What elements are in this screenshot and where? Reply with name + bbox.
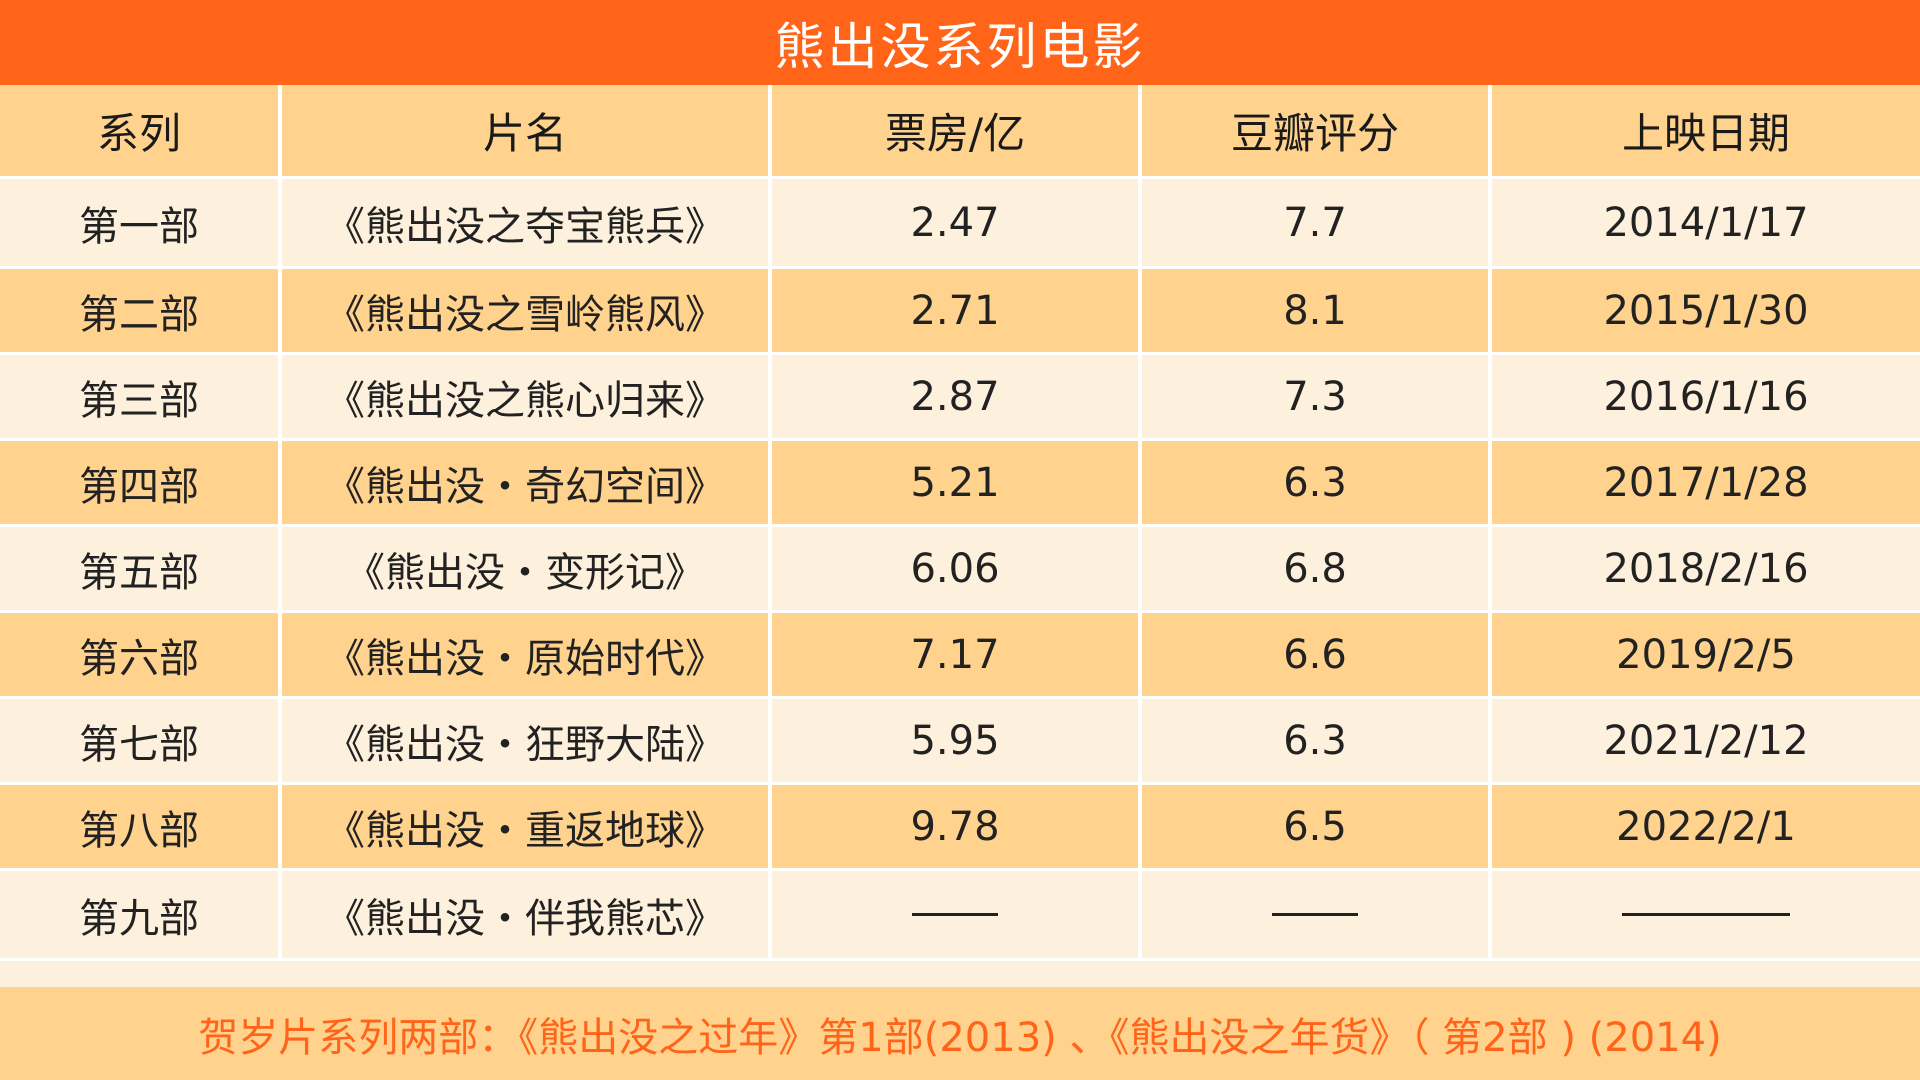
cell-series: 第一部 xyxy=(0,179,282,266)
cell-douban: 7.7 xyxy=(1142,179,1492,266)
table-row: 第九部 《熊出没・伴我熊芯》 xyxy=(0,871,1920,961)
cell-name: 《熊出没・伴我熊芯》 xyxy=(282,871,772,958)
cell-name: 《熊出没之雪岭熊风》 xyxy=(282,269,772,352)
data-table: 系列 片名 票房/亿 豆瓣评分 上映日期 第一部 《熊出没之夺宝熊兵》 2.47 7.… xyxy=(0,85,1920,961)
cell-date: 2021/2/12 xyxy=(1603,717,1809,764)
cell-series: 第六部 xyxy=(0,613,282,696)
table-row: 第一部 《熊出没之夺宝熊兵》 2.47 7.7 2014/1/17 xyxy=(0,179,1920,269)
cell-name: 《熊出没・原始时代》 xyxy=(282,613,772,696)
table-row: 第三部 《熊出没之熊心归来》 2.87 7.3 2016/1/16 xyxy=(0,355,1920,441)
table-body: 第一部 《熊出没之夺宝熊兵》 2.47 7.7 2014/1/17 第二部 《熊出没之雪岭熊… xyxy=(0,179,1920,961)
table-title: 熊出没系列电影 xyxy=(0,0,1920,85)
cell-name: 《熊出没・变形记》 xyxy=(282,527,772,610)
cell-box-office: 5.21 xyxy=(772,441,1142,524)
table-row: 第四部 《熊出没・奇幻空间》 5.21 6.3 2017/1/28 xyxy=(0,441,1920,527)
table-header-row: 系列 片名 票房/亿 豆瓣评分 上映日期 xyxy=(0,85,1920,179)
cell-douban: 6.6 xyxy=(1142,613,1492,696)
cell-name: 《熊出没之夺宝熊兵》 xyxy=(282,179,772,266)
table-row: 第八部 《熊出没・重返地球》 9.78 6.5 2022/2/1 xyxy=(0,785,1920,871)
cell-series: 第七部 xyxy=(0,699,282,782)
cell-douban: 7.3 xyxy=(1142,355,1492,438)
cell-date: 2022/2/1 xyxy=(1616,803,1796,850)
cell-series: 第八部 xyxy=(0,785,282,868)
cell-name: 《熊出没・重返地球》 xyxy=(282,785,772,868)
empty-dash xyxy=(1622,913,1790,916)
table-row: 第五部 《熊出没・变形记》 6.06 6.8 2018/2/16 xyxy=(0,527,1920,613)
cell-douban: 6.8 xyxy=(1142,527,1492,610)
cell-date xyxy=(1492,871,1920,958)
cell-series: 第五部 xyxy=(0,527,282,610)
cell-date: 2016/1/16 xyxy=(1603,373,1809,420)
table-row: 第二部 《熊出没之雪岭熊风》 2.71 8.1 2015/1/30 xyxy=(0,269,1920,355)
cell-name: 《熊出没・奇幻空间》 xyxy=(282,441,772,524)
cell-box-office: 9.78 xyxy=(772,785,1142,868)
cell-date: 2015/1/30 xyxy=(1603,287,1809,334)
cell-box-office: 2.71 xyxy=(772,269,1142,352)
cell-series: 第九部 xyxy=(0,871,282,958)
footnote: 贺岁片系列两部：《熊出没之过年》第1部(2013) 、《熊出没之年货》（ 第2部… xyxy=(0,987,1920,1080)
empty-dash xyxy=(1272,913,1358,916)
header-box-office: 票房/亿 xyxy=(772,85,1142,176)
cell-box-office: 2.87 xyxy=(772,355,1142,438)
cell-series: 第四部 xyxy=(0,441,282,524)
cell-date: 2018/2/16 xyxy=(1603,545,1809,592)
cell-douban xyxy=(1142,871,1492,958)
cell-name: 《熊出没・狂野大陆》 xyxy=(282,699,772,782)
cell-douban: 6.3 xyxy=(1142,441,1492,524)
empty-dash xyxy=(912,913,998,916)
cell-box-office xyxy=(772,871,1142,958)
cell-date: 2019/2/5 xyxy=(1616,631,1796,678)
cell-series: 第二部 xyxy=(0,269,282,352)
cell-douban: 6.3 xyxy=(1142,699,1492,782)
cell-date: 2017/1/28 xyxy=(1603,459,1809,506)
cell-box-office: 5.95 xyxy=(772,699,1142,782)
header-series: 系列 xyxy=(0,85,282,176)
header-date: 上映日期 xyxy=(1621,109,1790,158)
header-name: 片名 xyxy=(282,85,772,176)
table-row: 第六部 《熊出没・原始时代》 7.17 6.6 2019/2/5 xyxy=(0,613,1920,699)
cell-name: 《熊出没之熊心归来》 xyxy=(282,355,772,438)
cell-box-office: 7.17 xyxy=(772,613,1142,696)
cell-box-office: 6.06 xyxy=(772,527,1142,610)
table-row: 第七部 《熊出没・狂野大陆》 5.95 6.3 2021/2/12 xyxy=(0,699,1920,785)
cell-date: 2014/1/17 xyxy=(1603,199,1809,246)
cell-box-office: 2.47 xyxy=(772,179,1142,266)
cell-douban: 8.1 xyxy=(1142,269,1492,352)
header-douban: 豆瓣评分 xyxy=(1142,85,1492,176)
cell-douban: 6.5 xyxy=(1142,785,1492,868)
cell-series: 第三部 xyxy=(0,355,282,438)
